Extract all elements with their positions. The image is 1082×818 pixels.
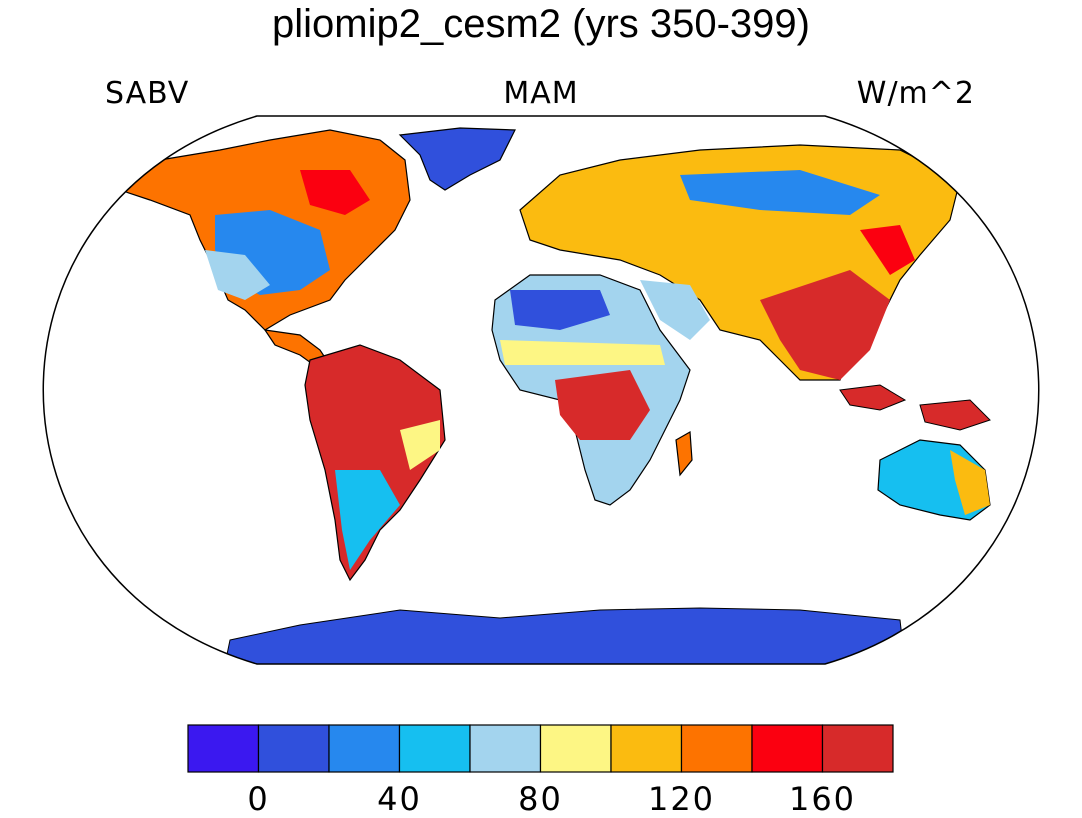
eurasia-red-east — [860, 225, 915, 275]
colorbar-bin — [751, 724, 824, 773]
land-layer — [118, 127, 1039, 664]
colorbar-bin — [257, 724, 330, 773]
greenland — [398, 127, 516, 191]
madagascar — [675, 431, 693, 477]
colorbar-bin — [610, 724, 683, 773]
colorbar-tick-label: 40 — [377, 780, 422, 818]
sa-yellow-region — [400, 420, 440, 470]
colorbar-bin — [328, 724, 401, 773]
colorbar-bin — [680, 724, 753, 773]
colorbar-bin — [398, 724, 471, 773]
new-guinea — [919, 399, 991, 431]
africa-red-central — [555, 370, 650, 440]
colorbar-bin — [821, 724, 894, 773]
eurasia-blue-band — [680, 170, 880, 215]
colorbar-tick-label: 120 — [647, 780, 716, 818]
colorbar-tick-label: 80 — [518, 780, 563, 818]
map-border — [42, 115, 1040, 665]
plot-title: pliomip2_cesm2 (yrs 350-399) — [271, 2, 810, 46]
australia-east-orange — [950, 450, 990, 515]
na-lightblue-region — [205, 250, 270, 300]
south-america — [304, 344, 446, 582]
colorbar-bin — [469, 724, 542, 773]
colorbar-bin — [539, 724, 612, 773]
antarctica — [224, 607, 906, 664]
na-red-region — [300, 170, 370, 215]
variable-label: SABV — [105, 76, 190, 111]
middle-east — [640, 280, 710, 340]
eurasia-red-south — [760, 270, 890, 380]
africa-yellow-band — [500, 340, 665, 365]
colorbar-tick-label: 160 — [788, 780, 857, 818]
sa-blue-region — [335, 470, 400, 570]
season-label: MAM — [503, 76, 579, 111]
units-label: W/m^2 — [856, 76, 975, 111]
colorbar-tick-label: 0 — [247, 780, 270, 818]
colorbar-bin — [187, 724, 260, 773]
indonesia — [839, 384, 907, 411]
colorbar — [187, 724, 894, 773]
africa-sahara-blue — [510, 290, 610, 330]
